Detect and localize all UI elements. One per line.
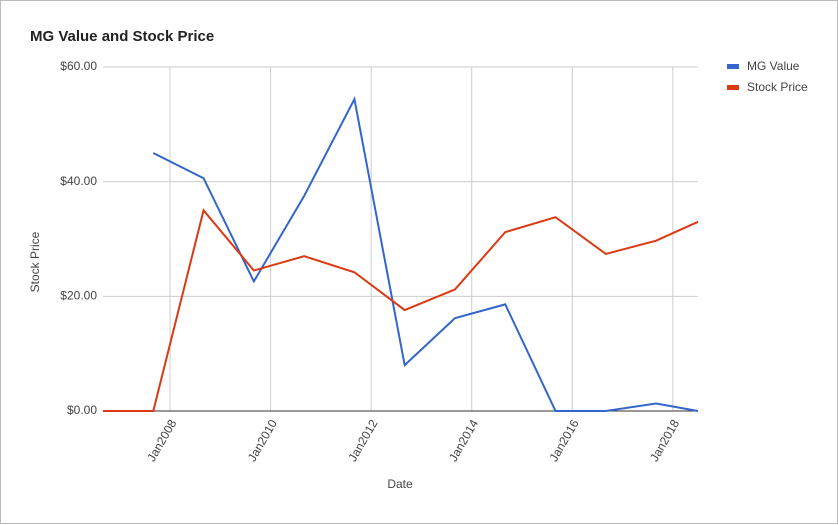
y-tick-label: $40.00 (60, 174, 97, 188)
legend-swatch (727, 64, 739, 69)
chart-title: MG Value and Stock Price (30, 28, 214, 45)
series-line (152, 96, 699, 412)
y-tick-label: $20.00 (60, 289, 97, 303)
series-line (103, 208, 699, 412)
legend-label: Stock Price (747, 80, 808, 94)
y-tick-label: $60.00 (60, 59, 97, 73)
x-axis-label: Date (387, 477, 413, 491)
legend-swatch (727, 85, 739, 90)
y-axis-label: Stock Price (28, 231, 42, 292)
y-tick-label: $0.00 (67, 403, 97, 417)
legend-label: MG Value (747, 59, 800, 73)
